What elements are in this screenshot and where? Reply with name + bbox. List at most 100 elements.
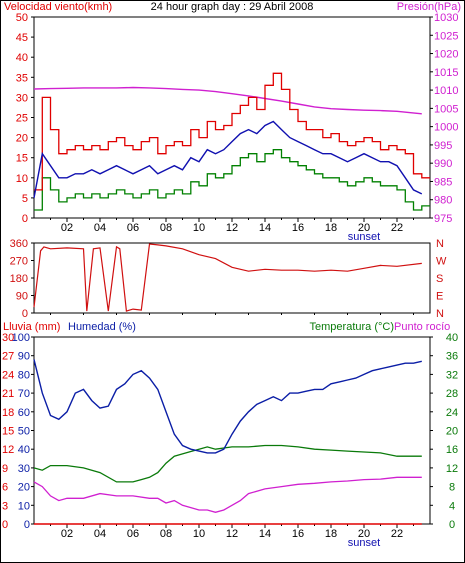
wind-gust-line <box>34 72 430 191</box>
rain-tick-label: 15 <box>2 426 14 438</box>
pressure-line <box>33 86 422 115</box>
wind-tick-label: 45 <box>16 32 28 44</box>
chart-layer: 0510152025303540455097598098599099510001… <box>2 12 458 549</box>
rain-label: Lluvia (mm) <box>3 321 60 333</box>
wind-tick-label: 30 <box>16 92 28 104</box>
pressure-tick-label: 990 <box>434 158 452 170</box>
wind-tick-label: 10 <box>16 173 28 185</box>
hour-tick-label: 08 <box>160 222 172 234</box>
hour-tick-label: 02 <box>61 528 73 540</box>
temperature-tick-label: 4 <box>449 500 455 512</box>
humidity-tick-label: 90 <box>18 351 30 363</box>
temperature-tick-label: 20 <box>446 426 458 438</box>
pressure-tick-label: 975 <box>434 213 452 225</box>
direction-tick-label: 270 <box>10 256 28 268</box>
humidity-label: Humedad (%) <box>68 321 136 333</box>
pressure-tick-label: 1015 <box>434 67 458 79</box>
rain-tick-label: 0 <box>2 519 8 531</box>
temperature-tick-label: 36 <box>446 351 458 363</box>
humidity-tick-label: 100 <box>12 332 30 344</box>
pressure-tick-label: 1025 <box>434 30 458 42</box>
pressure-tick-label: 995 <box>434 140 452 152</box>
hour-tick-label: 22 <box>391 528 403 540</box>
temperature-label: Temperatura (°C) <box>310 321 394 333</box>
pressure-tick-label: 1010 <box>434 85 458 97</box>
rain-tick-label: 24 <box>2 369 14 381</box>
wind-average-line <box>33 120 423 199</box>
hour-tick-label: 20 <box>358 222 370 234</box>
hour-tick-label: 08 <box>160 528 172 540</box>
hour-tick-label: 10 <box>193 528 205 540</box>
hour-tick-label: 10 <box>193 222 205 234</box>
humidity-tick-label: 10 <box>18 500 30 512</box>
direction-tick-label: 180 <box>10 273 28 285</box>
rain-tick-label: 30 <box>2 332 14 344</box>
rain-tick-label: 27 <box>2 351 14 363</box>
pressure-tick-label: 1030 <box>434 12 458 24</box>
compass-tick-label: S <box>436 273 443 285</box>
rain-tick-label: 6 <box>2 482 8 494</box>
hour-tick-label: 02 <box>61 222 73 234</box>
temperature-tick-label: 24 <box>446 407 458 419</box>
hour-tick-label: 04 <box>94 528 106 540</box>
rain-tick-label: 12 <box>2 444 14 456</box>
compass-tick-label: N <box>436 238 444 250</box>
hour-tick-label: 04 <box>94 222 106 234</box>
pressure-tick-label: 1005 <box>434 103 458 115</box>
hour-tick-label: 20 <box>358 528 370 540</box>
temperature-tick-label: 8 <box>449 482 455 494</box>
dewpoint-line <box>33 476 422 513</box>
wind-tick-label: 50 <box>16 12 28 24</box>
temperature-tick-label: 32 <box>446 369 458 381</box>
humidity-tick-label: 80 <box>18 369 30 381</box>
hour-tick-label: 14 <box>259 528 271 540</box>
pressure-tick-label: 985 <box>434 176 452 188</box>
sunset-label: sunset <box>348 537 380 549</box>
temperature-tick-label: 16 <box>446 444 458 456</box>
humidity-tick-label: 30 <box>18 463 30 475</box>
temperature-line <box>33 444 422 483</box>
wind-speed-label: Velocidad viento(kmh) <box>4 1 112 13</box>
hour-tick-label: 16 <box>292 222 304 234</box>
hour-tick-label: 16 <box>292 528 304 540</box>
humidity-line <box>33 359 422 454</box>
hour-tick-label: 18 <box>325 528 337 540</box>
humidity-tick-label: 0 <box>24 519 30 531</box>
sunset-label: sunset <box>348 231 380 243</box>
temperature-tick-label: 28 <box>446 388 458 400</box>
pressure-tick-label: 1020 <box>434 49 458 61</box>
wind-tick-label: 20 <box>16 133 28 145</box>
rain-tick-label: 9 <box>2 463 8 475</box>
rain-tick-label: 3 <box>2 500 8 512</box>
hour-tick-label: 14 <box>259 222 271 234</box>
wind-low-line <box>34 149 430 211</box>
compass-tick-label: E <box>436 291 443 303</box>
wind-tick-label: 40 <box>16 52 28 64</box>
hour-tick-label: 18 <box>325 222 337 234</box>
humidity-tick-label: 50 <box>18 426 30 438</box>
wind-tick-label: 0 <box>22 213 28 225</box>
direction-tick-label: 90 <box>16 291 28 303</box>
wind-tick-label: 25 <box>16 113 28 125</box>
hour-tick-label: 06 <box>127 222 139 234</box>
wind-tick-label: 15 <box>16 153 28 165</box>
hour-tick-label: 22 <box>391 222 403 234</box>
wind-tick-label: 35 <box>16 72 28 84</box>
rain-tick-label: 21 <box>2 388 14 400</box>
temperature-tick-label: 40 <box>446 332 458 344</box>
humidity-tick-label: 70 <box>18 388 30 400</box>
temperature-tick-label: 12 <box>446 463 458 475</box>
temperature-tick-label: 0 <box>449 519 455 531</box>
compass-tick-label: W <box>436 256 447 268</box>
compass-tick-label: N <box>436 308 444 320</box>
wind-direction-line <box>33 243 422 312</box>
wind-tick-label: 5 <box>22 193 28 205</box>
dewpoint-label: Punto rocío <box>394 321 450 333</box>
direction-tick-label: 360 <box>10 238 28 250</box>
hour-tick-label: 12 <box>226 222 238 234</box>
pressure-tick-label: 1000 <box>434 122 458 134</box>
humidity-tick-label: 60 <box>18 407 30 419</box>
